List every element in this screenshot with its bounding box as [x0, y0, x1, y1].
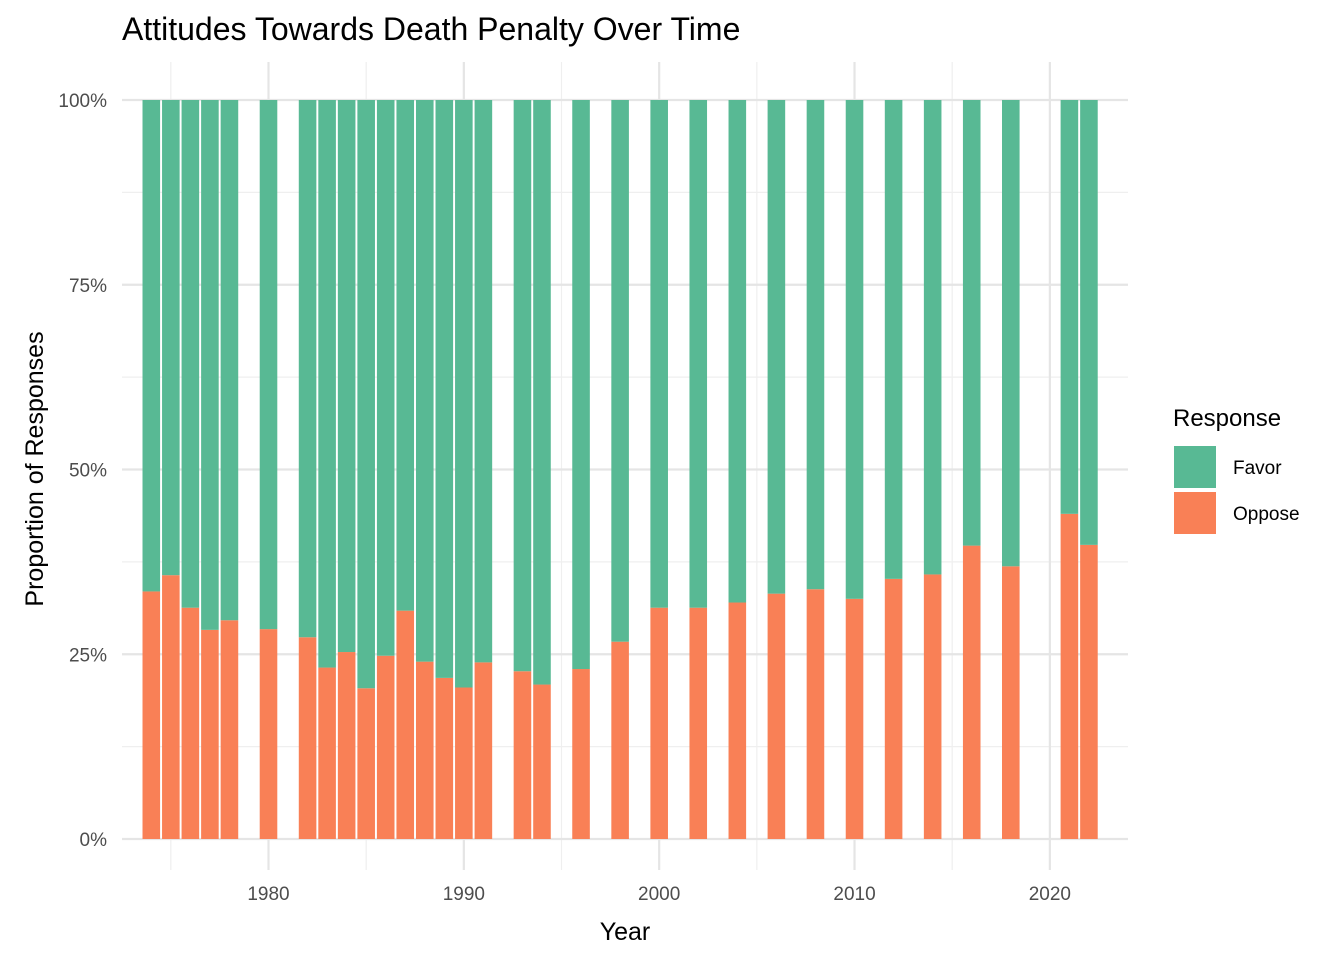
bar-oppose-1986: [376, 655, 395, 839]
bar-favor-2010: [845, 100, 864, 599]
legend-key-oppose: [1174, 492, 1216, 534]
bar-oppose-2022: [1080, 544, 1098, 839]
bar-favor-1983: [318, 100, 336, 668]
bar-favor-1989: [435, 100, 454, 678]
bar-favor-2014: [923, 100, 942, 575]
legend-label-favor: Favor: [1233, 458, 1282, 479]
y-tick-label: 75%: [69, 276, 107, 297]
x-axis-ticks: 1980 1990 2000 2010 2020: [247, 884, 1071, 905]
bar-favor-1987: [396, 100, 415, 611]
bar-favor-1985: [357, 100, 375, 689]
bar-oppose-2000: [650, 607, 668, 839]
bar-favor-1976: [181, 100, 200, 608]
bar-favor-2021: [1060, 100, 1079, 514]
bar-favor-1982: [298, 100, 317, 638]
bar-oppose-2012: [884, 578, 903, 839]
y-tick-label: 100%: [58, 91, 107, 112]
bar-oppose-1989: [435, 677, 454, 839]
bar-favor-2018: [1002, 100, 1020, 567]
bar-oppose-1975: [162, 575, 180, 839]
x-tick-label: 2010: [833, 884, 875, 905]
bar-oppose-1980: [259, 629, 278, 839]
bar-favor-1975: [162, 100, 180, 576]
bar-oppose-2018: [1002, 566, 1020, 839]
bar-oppose-2021: [1060, 513, 1079, 839]
bar-oppose-1994: [533, 684, 551, 839]
bar-favor-2002: [689, 100, 708, 608]
bar-oppose-1982: [298, 637, 317, 839]
bar-oppose-2014: [923, 574, 942, 839]
legend: Response Favor Oppose: [1173, 405, 1300, 534]
bar-oppose-1977: [201, 629, 219, 839]
y-tick-label: 50%: [69, 461, 107, 482]
bars: [142, 100, 1098, 839]
bar-oppose-2008: [806, 589, 825, 839]
bar-favor-1986: [376, 100, 395, 656]
bar-favor-2012: [884, 100, 903, 579]
x-tick-label: 1990: [443, 884, 485, 905]
bar-oppose-2006: [767, 593, 786, 839]
bar-oppose-2004: [728, 602, 747, 839]
bar-oppose-1976: [181, 607, 200, 839]
bar-favor-1988: [415, 100, 434, 662]
bar-favor-2008: [806, 100, 825, 590]
bar-oppose-1984: [337, 652, 356, 839]
bar-oppose-1993: [513, 671, 532, 839]
x-axis-title: Year: [600, 918, 651, 946]
y-axis-title: Proportion of Responses: [21, 331, 49, 606]
bar-favor-1991: [474, 100, 493, 663]
bar-favor-1984: [337, 100, 356, 653]
bar-favor-1993: [513, 100, 532, 672]
bar-favor-2022: [1080, 100, 1098, 545]
bar-favor-1990: [455, 100, 473, 688]
bar-favor-1994: [533, 100, 551, 685]
x-tick-label: 2020: [1029, 884, 1071, 905]
bar-oppose-1983: [318, 667, 336, 839]
bar-oppose-2010: [845, 598, 864, 839]
x-tick-label: 1980: [247, 884, 289, 905]
y-tick-label: 0%: [80, 830, 108, 851]
bar-oppose-1990: [455, 687, 473, 839]
bar-favor-1980: [259, 100, 278, 630]
legend-title: Response: [1173, 405, 1281, 432]
bar-favor-1974: [142, 100, 161, 592]
bar-oppose-1974: [142, 591, 161, 839]
bar-oppose-2002: [689, 607, 708, 839]
bar-oppose-2016: [962, 545, 981, 839]
bar-favor-1998: [611, 100, 629, 642]
legend-key-favor: [1174, 446, 1216, 488]
y-tick-label: 25%: [69, 645, 107, 666]
bar-favor-1978: [220, 100, 239, 621]
bar-favor-1996: [572, 100, 590, 670]
bar-oppose-1998: [611, 641, 629, 839]
bar-favor-2004: [728, 100, 747, 603]
bar-favor-2006: [767, 100, 786, 594]
bar-favor-2016: [962, 100, 981, 546]
bar-oppose-1987: [396, 610, 415, 839]
bar-oppose-1996: [572, 669, 590, 839]
bar-oppose-1988: [415, 661, 434, 839]
x-tick-label: 2000: [638, 884, 680, 905]
legend-label-oppose: Oppose: [1233, 504, 1300, 525]
bar-favor-2000: [650, 100, 668, 608]
bar-oppose-1978: [220, 620, 239, 839]
bar-oppose-1991: [474, 662, 493, 839]
bar-favor-1977: [201, 100, 219, 630]
y-axis-ticks: 0% 25% 50% 75% 100%: [58, 91, 107, 851]
chart-title: Attitudes Towards Death Penalty Over Tim…: [122, 11, 740, 47]
bar-oppose-1985: [357, 688, 375, 839]
